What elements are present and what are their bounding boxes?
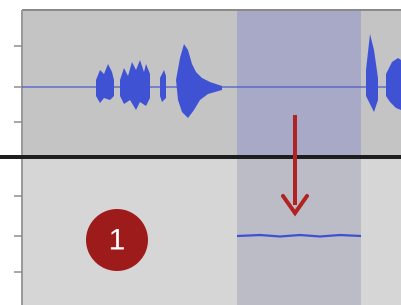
audio-editor-screenshot: 1: [0, 0, 401, 305]
selection-region[interactable]: [237, 159, 361, 305]
track-separator: [0, 155, 401, 159]
selection-region[interactable]: [237, 11, 361, 156]
step-number: 1: [109, 224, 126, 257]
